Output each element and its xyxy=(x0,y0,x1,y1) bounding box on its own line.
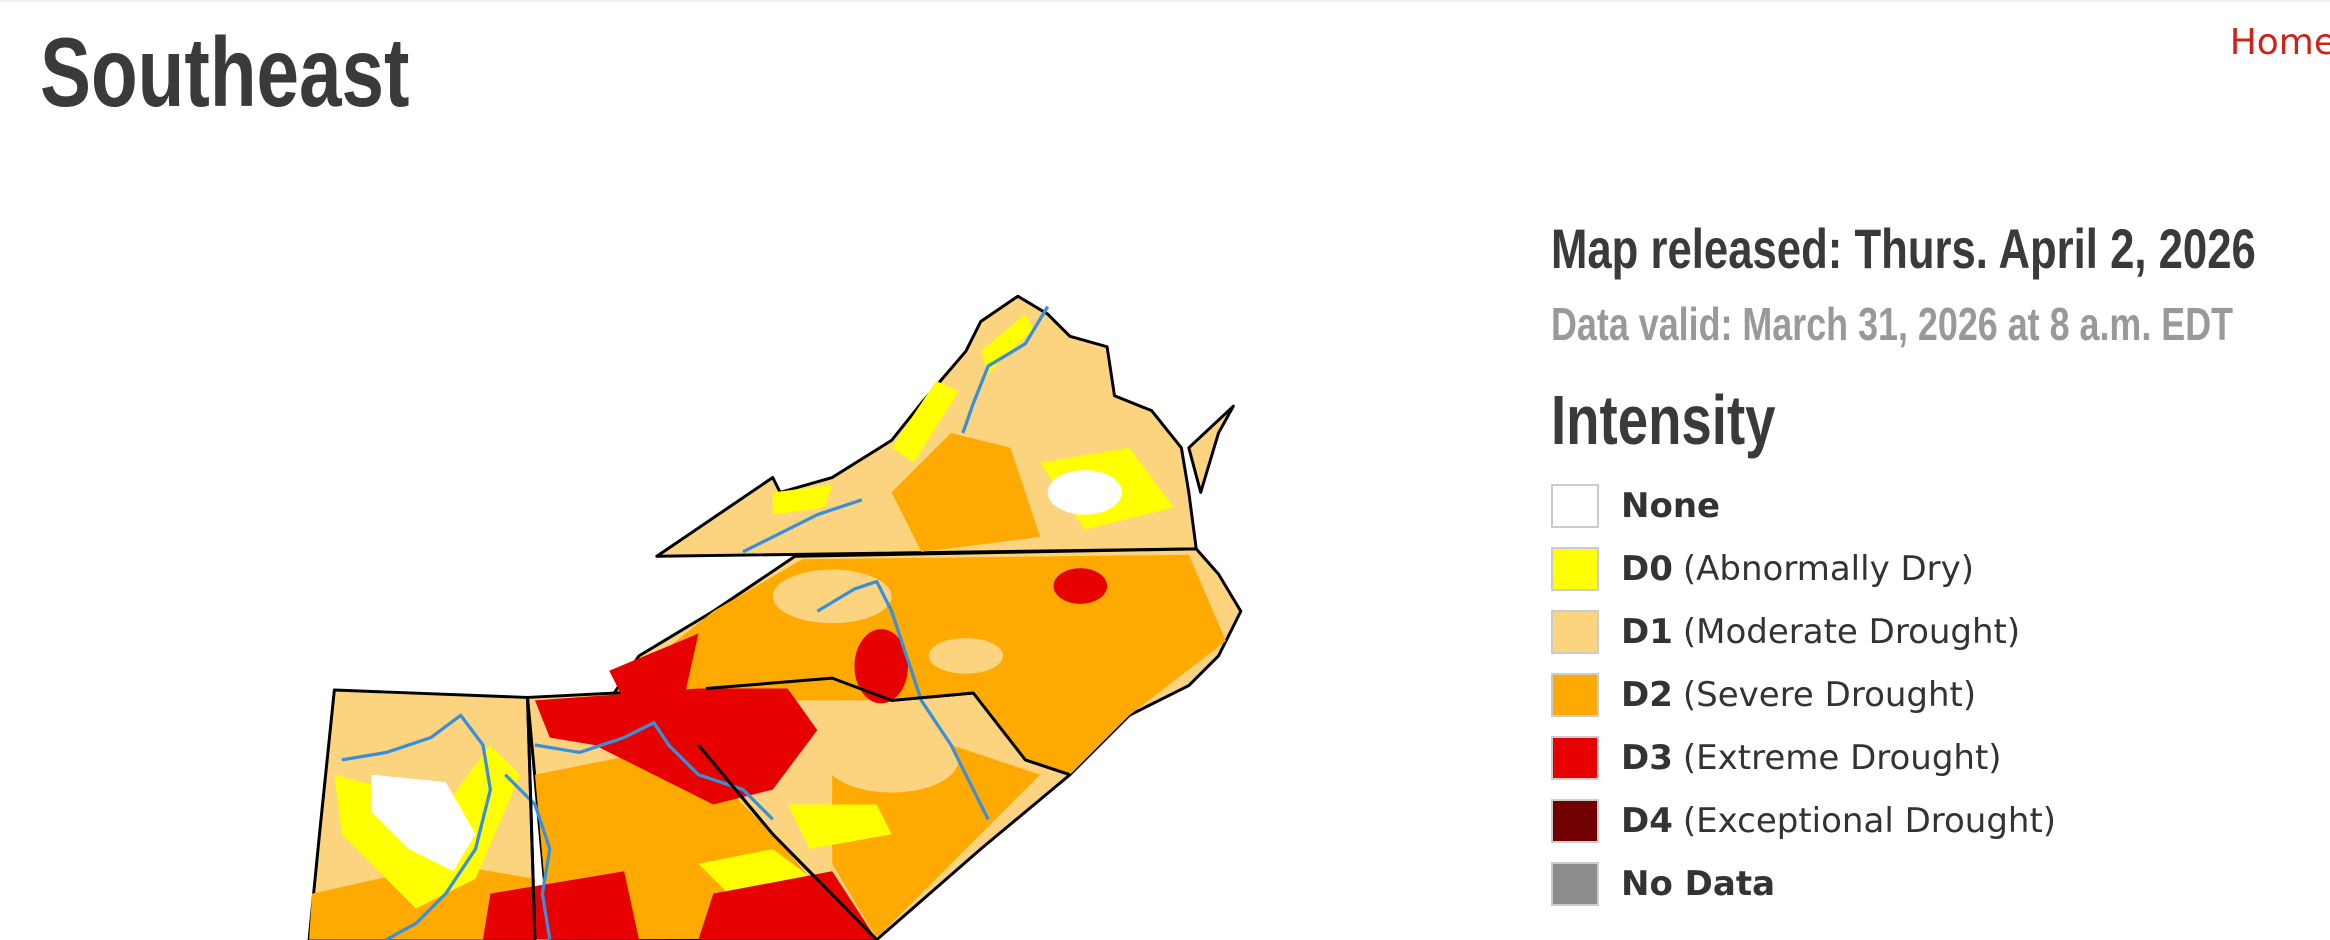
legend-label: (Severe Drought) xyxy=(1682,674,1977,715)
legend-code: None xyxy=(1621,485,1721,526)
legend-item: D3 (Extreme Drought) xyxy=(1551,726,2056,789)
legend-item: D0 (Abnormally Dry) xyxy=(1551,537,2056,600)
legend-swatch xyxy=(1551,483,1599,528)
legend-swatch xyxy=(1551,861,1599,906)
legend-title: Intensity xyxy=(1551,381,1776,459)
legend-code: D0 xyxy=(1621,548,1673,589)
legend-code: No Data xyxy=(1621,863,1776,904)
legend-swatch xyxy=(1551,735,1599,780)
legend-label: (Moderate Drought) xyxy=(1682,611,2021,652)
legend-swatch xyxy=(1551,672,1599,717)
legend-item: None xyxy=(1551,474,2056,537)
legend-swatch xyxy=(1551,798,1599,843)
drought-map xyxy=(307,294,1243,940)
legend: None D0 (Abnormally Dry) D1 (Moderate Drough… xyxy=(1551,474,2056,915)
legend-code: D3 xyxy=(1621,737,1673,778)
legend-item: D4 (Exceptional Drought) xyxy=(1551,789,2056,852)
legend-code: D4 xyxy=(1621,800,1673,841)
home-link[interactable]: Home xyxy=(2229,22,2330,63)
legend-item: D2 (Severe Drought) xyxy=(1551,663,2056,726)
valid-date: Data valid: March 31, 2026 at 8 a.m. EDT xyxy=(1551,298,2234,350)
legend-label: (Abnormally Dry) xyxy=(1682,548,1975,589)
legend-swatch xyxy=(1551,609,1599,654)
legend-label: (Extreme Drought) xyxy=(1682,737,2002,778)
release-date: Map released: Thurs. April 2, 2026 xyxy=(1551,217,2256,280)
legend-code: D1 xyxy=(1621,611,1673,652)
legend-code: D2 xyxy=(1621,674,1673,715)
legend-item: No Data xyxy=(1551,852,2056,915)
legend-label: (Exceptional Drought) xyxy=(1682,800,2057,841)
legend-item: D1 (Moderate Drought) xyxy=(1551,600,2056,663)
legend-swatch xyxy=(1551,546,1599,591)
page-title: Southeast xyxy=(40,17,410,127)
